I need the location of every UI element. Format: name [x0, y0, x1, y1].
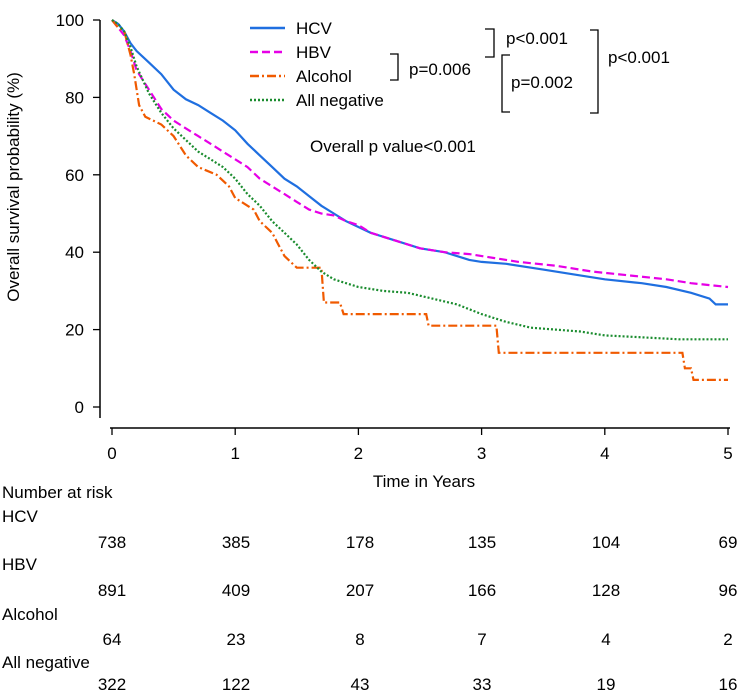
overall-pvalue: Overall p value<0.001	[310, 137, 476, 156]
x-tick-label: 5	[723, 444, 732, 463]
risk-table: Number at risk HCV 738 385 178 135 104 6…	[2, 483, 737, 694]
risk-value: 322	[98, 675, 126, 694]
bracket-hbv-negative	[501, 54, 510, 113]
risk-value: 69	[719, 533, 738, 552]
risk-value: 122	[222, 675, 250, 694]
bracket-hbv-alcohol	[390, 53, 399, 81]
risk-value: 738	[98, 533, 126, 552]
risk-value: 128	[592, 581, 620, 600]
risk-value: 19	[597, 675, 616, 694]
series-curves	[111, 19, 729, 381]
bracket-hcv-hbv	[485, 28, 495, 58]
y-tick-label: 100	[56, 11, 84, 30]
risk-value: 23	[227, 630, 246, 649]
risk-value: 178	[346, 533, 374, 552]
risk-label-hcv: HCV	[2, 507, 39, 526]
pvalue-hbv-negative: p=0.002	[511, 73, 573, 92]
y-tick-label: 20	[65, 321, 84, 340]
pvalue-hcv-negative: p<0.001	[608, 48, 670, 67]
legend-label-alcohol: Alcohol	[296, 67, 352, 86]
risk-value: 8	[355, 630, 364, 649]
y-axis-label: Overall survival probability (%)	[4, 72, 23, 302]
series-line-hbv	[111, 19, 729, 289]
risk-value: 891	[98, 581, 126, 600]
x-tick-label: 1	[230, 444, 239, 463]
risk-value: 33	[473, 675, 492, 694]
bracket-hcv-negative	[590, 29, 599, 114]
risk-value: 135	[468, 533, 496, 552]
pvalue-hcv-hbv: p<0.001	[506, 29, 568, 48]
x-tick-label: 3	[477, 444, 486, 463]
risk-value: 207	[346, 581, 374, 600]
pvalue-hbv-alcohol: p=0.006	[409, 60, 471, 79]
y-ticks: 0 20 40 60 80 100	[56, 11, 100, 417]
legend: HCV HBV Alcohol All negative	[250, 19, 384, 110]
risk-value: 43	[351, 675, 370, 694]
x-tick-label: 0	[107, 444, 116, 463]
risk-label-all-negative: All negative	[2, 653, 90, 672]
risk-value: 2	[723, 630, 732, 649]
risk-value: 16	[719, 675, 738, 694]
x-ticks: 0 1 2 3 4 5	[107, 428, 733, 463]
y-tick-label: 60	[65, 166, 84, 185]
risk-value: 104	[592, 533, 620, 552]
y-tick-label: 80	[65, 88, 84, 107]
risk-value: 385	[222, 533, 250, 552]
legend-label-hbv: HBV	[296, 43, 332, 62]
risk-label-alcohol: Alcohol	[2, 605, 58, 624]
y-tick-label: 40	[65, 243, 84, 262]
risk-value: 409	[222, 581, 250, 600]
risk-value: 7	[477, 630, 486, 649]
y-tick-label: 0	[75, 398, 84, 417]
risk-value: 4	[601, 630, 610, 649]
legend-label-all-negative: All negative	[296, 91, 384, 110]
x-tick-label: 4	[600, 444, 609, 463]
risk-value: 64	[103, 630, 122, 649]
x-tick-label: 2	[354, 444, 363, 463]
x-axis-label: Time in Years	[373, 472, 475, 491]
risk-table-title: Number at risk	[2, 483, 113, 502]
series-line-hcv	[111, 19, 728, 306]
risk-label-hbv: HBV	[2, 555, 38, 574]
pvalue-brackets	[390, 28, 599, 114]
risk-value: 96	[719, 581, 738, 600]
risk-value: 166	[468, 581, 496, 600]
legend-label-hcv: HCV	[296, 19, 333, 38]
